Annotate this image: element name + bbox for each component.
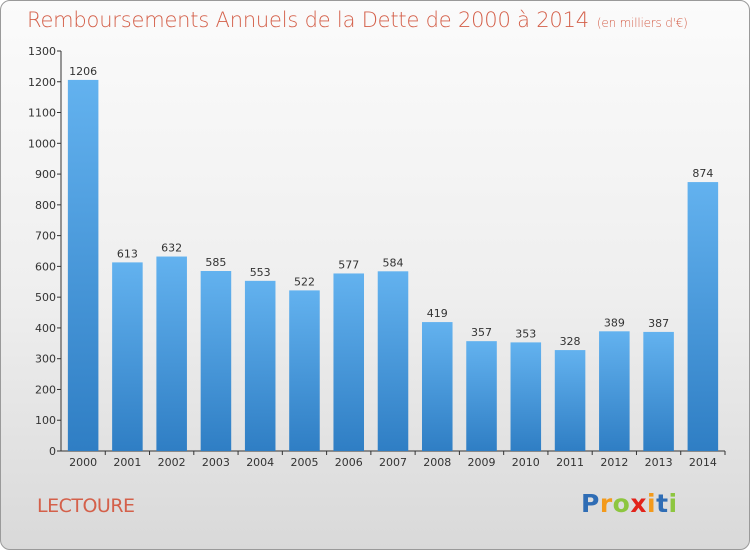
logo-letter: i [647, 489, 657, 518]
bar-2003 [200, 271, 232, 451]
x-tick-label: 2005 [290, 456, 318, 469]
value-label-2005: 522 [294, 275, 315, 288]
y-tick-label: 1000 [28, 137, 56, 150]
bar-2012 [599, 331, 630, 451]
x-tick-label: 2004 [246, 456, 274, 469]
logo-letter: x [630, 489, 647, 518]
bar-2006 [333, 273, 365, 451]
value-label-2013: 387 [648, 317, 669, 330]
x-axis: 2000 2001 2002 2003 2004 2005 2006 2007 2008 2009… [61, 450, 726, 469]
x-tick-label: 2014 [689, 456, 717, 469]
chart-title-text: Remboursements Annuels de la Dette de 20… [27, 8, 589, 32]
logo-letter: i [668, 489, 678, 518]
value-label-2014: 874 [692, 167, 713, 180]
y-tick-label: 1100 [28, 107, 56, 120]
value-label-2009: 357 [471, 326, 492, 339]
bar-2002 [156, 256, 187, 451]
y-tick-label: 700 [35, 230, 56, 243]
bar-2010 [510, 342, 542, 451]
x-tick-label: 2003 [202, 456, 230, 469]
y-tick-label: 1300 [28, 45, 56, 58]
value-label-2012: 389 [604, 316, 625, 329]
bar-2007 [377, 271, 409, 451]
logo-letter: t [656, 489, 669, 518]
x-tick-label: 2007 [379, 456, 407, 469]
chart-unit: (en milliers d'€) [596, 16, 688, 30]
bar-2000 [67, 79, 99, 451]
proxiti-logo: Proxiti [581, 489, 678, 518]
x-tick-label: 2000 [69, 456, 97, 469]
value-label-2008: 419 [427, 307, 448, 320]
value-label-2007: 584 [383, 256, 404, 269]
city-name: LECTOURE [37, 495, 135, 517]
logo-letter: r [599, 489, 613, 518]
value-label-2002: 632 [161, 242, 182, 255]
y-tick-label: 200 [35, 383, 56, 396]
value-label-2003: 585 [205, 256, 226, 269]
x-tick-label: 2010 [512, 456, 540, 469]
x-tick-label: 2013 [645, 456, 673, 469]
value-label-2011: 328 [560, 335, 581, 348]
value-label-2001: 613 [117, 247, 138, 260]
chart-title: Remboursements Annuels de la Dette de 20… [27, 8, 688, 32]
x-tick-label: 2008 [423, 456, 451, 469]
y-tick-label: 400 [35, 322, 56, 335]
x-tick-label: 2011 [556, 456, 584, 469]
value-labels: 1206 613 632 585 553 522 577 584 419 357 353 328 389… [69, 65, 713, 348]
x-tick-label: 2009 [468, 456, 496, 469]
logo-letter: P [581, 489, 600, 518]
bar-2004 [244, 280, 276, 451]
value-label-2006: 577 [338, 258, 359, 271]
value-label-2000: 1206 [69, 65, 97, 78]
y-tick-label: 1200 [28, 76, 56, 89]
y-tick-label: 0 [49, 445, 56, 458]
x-tick-label: 2001 [113, 456, 141, 469]
bars [67, 79, 719, 452]
y-tick-label: 300 [35, 353, 56, 366]
x-tick-label: 2012 [600, 456, 628, 469]
logo-letter: o [612, 489, 631, 518]
bar-2011 [554, 350, 586, 451]
y-tick-label: 800 [35, 199, 56, 212]
bar-2001 [112, 262, 143, 451]
bar-2008 [421, 322, 453, 451]
value-label-2010: 353 [515, 327, 536, 340]
bar-2013 [643, 331, 674, 451]
bar-2014 [687, 182, 719, 452]
y-axis: 0 100 200 300 400 500 600 700 800 900 1000 1100 1200… [28, 45, 62, 458]
y-tick-label: 900 [35, 168, 56, 181]
bar-2005 [289, 290, 320, 451]
y-tick-label: 600 [35, 260, 56, 273]
bar-2009 [466, 341, 497, 451]
x-tick-label: 2002 [158, 456, 186, 469]
value-label-2004: 553 [250, 266, 271, 279]
y-tick-label: 500 [35, 291, 56, 304]
y-tick-label: 100 [35, 414, 56, 427]
x-tick-label: 2006 [335, 456, 363, 469]
